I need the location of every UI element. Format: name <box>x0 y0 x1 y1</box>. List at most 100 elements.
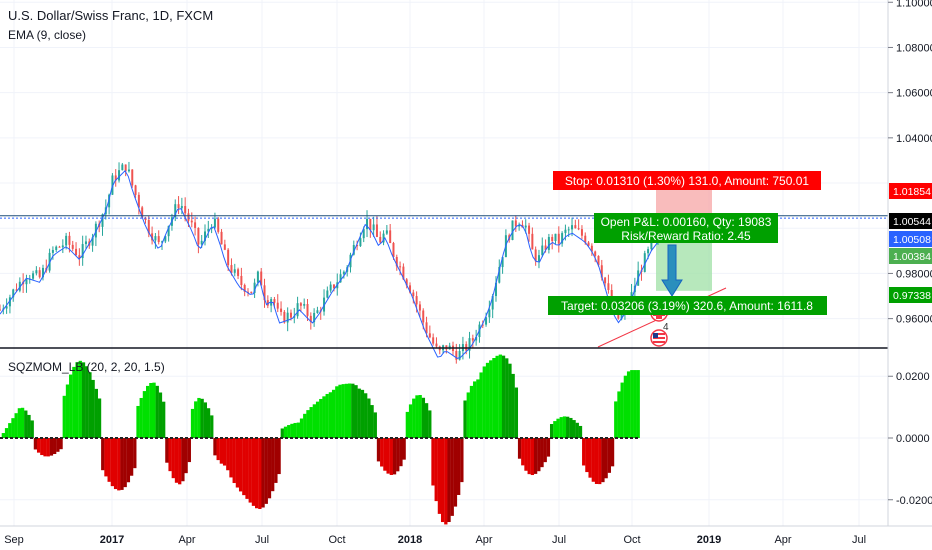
candle-body <box>518 224 521 227</box>
momentum-bar <box>373 412 377 438</box>
momentum-bar <box>428 410 432 438</box>
momentum-bar <box>229 438 233 478</box>
time-tick-label: Jul <box>255 534 269 546</box>
momentum-bar <box>17 408 22 438</box>
momentum-bar <box>222 438 227 466</box>
price-label-bg <box>889 287 932 303</box>
candle-body <box>382 233 385 243</box>
risk-reward-label: Risk/Reward Ratio: 2.45 <box>621 229 751 243</box>
momentum-bar <box>306 410 310 438</box>
momentum-bar <box>1 433 6 438</box>
candle-body <box>230 265 233 273</box>
momentum-bar <box>94 388 98 438</box>
candle-body <box>8 297 11 307</box>
candle-body <box>313 312 316 323</box>
stop-label-box[interactable]: Stop: 0.01310 (1.30%) 131.0, Amount: 750… <box>553 171 821 190</box>
momentum-bar <box>181 438 185 482</box>
momentum-bar <box>129 438 134 476</box>
momentum-bar <box>328 392 333 438</box>
momentum-bar <box>623 375 628 438</box>
momentum-bar <box>319 398 323 438</box>
candle-body <box>197 227 200 245</box>
momentum-bar <box>351 383 355 438</box>
momentum-bar <box>424 403 429 438</box>
candle-body <box>194 222 197 228</box>
candle-body <box>425 322 428 334</box>
candle-body <box>84 241 87 245</box>
momentum-bar <box>315 401 320 438</box>
momentum-bar <box>514 387 519 438</box>
candle-body <box>174 204 177 218</box>
momentum-axis[interactable]: 0.0200 0.0000 -0.0200 <box>888 371 932 507</box>
candle-body <box>620 311 623 319</box>
momentum-bar <box>107 438 111 482</box>
pnl-label-box[interactable]: Open P&L: 0.00160, Qty: 19083 Risk/Rewar… <box>594 213 778 243</box>
momentum-bar <box>43 438 47 457</box>
time-tick-label: Apr <box>774 534 791 546</box>
momentum-bar <box>594 438 599 484</box>
candle-body <box>647 249 650 254</box>
time-axis[interactable]: Sep 2017 Apr Jul Oct 2018 Apr Jul Oct 2019 Apr Jul <box>4 534 866 546</box>
momentum-bar <box>62 395 66 438</box>
target-label-box[interactable]: Target: 0.03206 (3.19%) 320.6, Amount: 1… <box>548 296 827 315</box>
momentum-bar <box>123 438 127 488</box>
momentum-bar <box>501 355 506 438</box>
time-tick-label: Jul <box>552 534 566 546</box>
momentum-bar <box>521 438 525 466</box>
momentum-bar <box>113 438 118 490</box>
price-label-bg <box>889 213 932 229</box>
candle-body <box>217 218 220 232</box>
price-label-bg <box>889 248 932 264</box>
momentum-bar <box>447 438 451 523</box>
momentum-pane[interactable] <box>0 354 640 525</box>
candle-body <box>385 230 388 234</box>
momentum-bar <box>527 438 531 475</box>
momentum-bar <box>553 421 557 438</box>
candle-body <box>329 284 332 291</box>
time-tick-label: Oct <box>328 534 345 546</box>
momentum-bar <box>566 416 570 438</box>
momentum-bar <box>444 438 448 525</box>
down-arrow-marker <box>661 244 683 297</box>
candle-body <box>379 236 382 243</box>
momentum-bar <box>485 362 490 438</box>
candle-body <box>369 218 372 231</box>
momentum-bar <box>200 398 204 438</box>
momentum-bar <box>40 438 44 456</box>
momentum-bar <box>36 438 41 453</box>
momentum-bar <box>142 391 147 438</box>
candle-body <box>101 214 104 227</box>
candle-body <box>306 304 309 316</box>
momentum-bar <box>303 413 307 438</box>
candle-body <box>283 311 286 323</box>
candle-body <box>266 300 269 306</box>
momentum-bar <box>145 385 150 438</box>
candle-body <box>524 225 527 228</box>
candle-body <box>389 230 392 244</box>
momentum-bar <box>380 438 384 467</box>
candle-body <box>458 351 461 360</box>
price-tick-label: 1.04000 <box>896 133 932 145</box>
momentum-bar <box>184 438 188 474</box>
candle-body <box>41 267 44 278</box>
candle-body <box>511 220 514 241</box>
candle-body <box>243 285 246 292</box>
momentum-bar <box>405 411 410 438</box>
momentum-bar <box>524 438 528 471</box>
candle-body <box>157 236 160 243</box>
price-pane[interactable] <box>0 161 888 364</box>
price-axis[interactable]: 1.10000 1.08000 1.06000 1.04000 0.98000 0.960… <box>888 0 932 326</box>
momentum-bar <box>178 438 182 485</box>
momentum-bar <box>290 423 294 438</box>
candle-body <box>207 228 210 232</box>
price-label-bg <box>889 231 932 247</box>
candle-body <box>18 281 21 291</box>
candle-body <box>260 271 263 286</box>
candle-body <box>435 343 438 347</box>
candle-body <box>200 240 203 245</box>
candle-body <box>571 225 574 230</box>
momentum-bar <box>210 415 214 438</box>
momentum-legend: SQZMOM_LB (20, 2, 20, 1.5) <box>8 360 165 374</box>
momentum-bar <box>293 422 297 438</box>
